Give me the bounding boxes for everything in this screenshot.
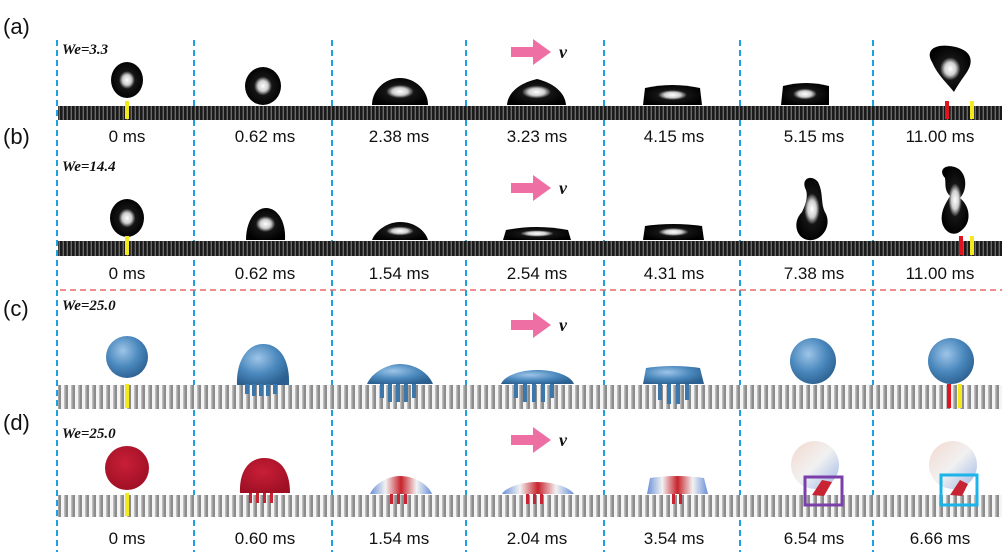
droplet-c4	[501, 370, 574, 384]
substrate-d	[58, 495, 1002, 517]
time-label: 0 ms	[109, 127, 146, 146]
highlight-box-cyan	[939, 473, 979, 507]
droplet-a1	[111, 62, 143, 98]
substrate-b	[58, 241, 1002, 256]
column-dividers	[56, 40, 874, 552]
droplet-b2	[246, 208, 286, 240]
velocity-arrow-c: v	[511, 312, 568, 338]
velocity-arrow-d: v	[511, 427, 568, 453]
time-label: 0.62 ms	[235, 127, 295, 146]
droplet-d2	[239, 458, 290, 493]
we-label-c: We=25.0	[62, 298, 116, 314]
time-label: 2.04 ms	[507, 529, 567, 548]
time-label: 1.54 ms	[369, 529, 429, 548]
substrate-c	[58, 385, 1002, 409]
droplet-c3	[367, 364, 433, 384]
time-label: 3.23 ms	[507, 127, 567, 146]
droplet-c7	[928, 338, 974, 384]
velocity-arrow-a: v	[511, 39, 568, 65]
panel-letter-b: (b)	[3, 124, 30, 149]
droplet-c2	[236, 344, 290, 385]
droplet-c6	[790, 338, 836, 384]
time-label: 4.31 ms	[644, 264, 704, 283]
droplet-d3	[370, 476, 432, 494]
droplet-c5	[643, 366, 704, 384]
time-label: 2.54 ms	[507, 264, 567, 283]
row-b-droplets	[110, 166, 969, 241]
time-label: 2.38 ms	[369, 127, 429, 146]
time-labels-b: 0 ms 0.62 ms 1.54 ms 2.54 ms 4.31 ms 7.38 ms 1…	[109, 264, 975, 283]
row-a-droplets	[111, 45, 971, 105]
droplet-d4	[502, 482, 574, 494]
time-label: 11.00 ms	[906, 264, 975, 283]
droplet-b7	[941, 166, 969, 234]
svg-text:v: v	[559, 315, 568, 335]
time-label: 0 ms	[109, 264, 146, 283]
droplet-d1	[105, 446, 149, 490]
we-label-b: We=14.4	[62, 159, 116, 175]
droplet-a6	[781, 83, 829, 105]
droplet-b5	[643, 224, 704, 240]
time-label: 7.38 ms	[784, 264, 844, 283]
row-c-droplets	[106, 336, 974, 404]
droplet-d7	[929, 441, 977, 489]
droplet-a4	[507, 79, 566, 105]
time-label: 0 ms	[109, 529, 146, 548]
time-label: 11.00 ms	[906, 127, 975, 146]
panel-letter-a: (a)	[3, 14, 30, 39]
svg-text:v: v	[559, 178, 568, 198]
droplet-b4	[503, 227, 571, 240]
time-label: 1.54 ms	[369, 264, 429, 283]
droplet-c1	[106, 336, 148, 378]
time-label: 3.54 ms	[644, 529, 704, 548]
time-label: 0.60 ms	[235, 529, 295, 548]
row-d-droplets	[105, 441, 979, 507]
svg-text:v: v	[559, 430, 568, 450]
droplet-a2	[245, 67, 281, 105]
we-label-a: We=3.3	[62, 42, 109, 58]
time-label: 6.66 ms	[910, 529, 970, 548]
contact-markers	[125, 101, 974, 516]
panel-letter-c: (c)	[3, 296, 29, 321]
droplet-a3	[372, 78, 428, 105]
we-label-d: We=25.0	[62, 426, 116, 442]
droplet-d5	[647, 476, 708, 494]
time-label: 5.15 ms	[784, 127, 844, 146]
substrate-a	[58, 106, 1002, 120]
svg-text:v: v	[559, 42, 568, 62]
velocity-arrow-b: v	[511, 175, 568, 201]
time-label: 0.62 ms	[235, 264, 295, 283]
time-label: 6.54 ms	[784, 529, 844, 548]
droplet-b3	[372, 222, 428, 240]
droplet-a5	[643, 85, 702, 105]
droplet-b1	[110, 199, 144, 237]
droplet-b6	[796, 177, 828, 241]
time-labels-a: 0 ms 0.62 ms 2.38 ms 3.23 ms 4.15 ms 5.15 ms 1…	[109, 127, 975, 146]
droplet-a7	[929, 45, 971, 92]
panel-letter-d: (d)	[3, 410, 30, 435]
time-label: 4.15 ms	[644, 127, 704, 146]
time-labels-d: 0 ms 0.60 ms 1.54 ms 2.04 ms 3.54 ms 6.54 ms 6…	[109, 529, 971, 548]
highlight-box-purple	[803, 475, 844, 507]
droplet-d6	[791, 441, 839, 489]
